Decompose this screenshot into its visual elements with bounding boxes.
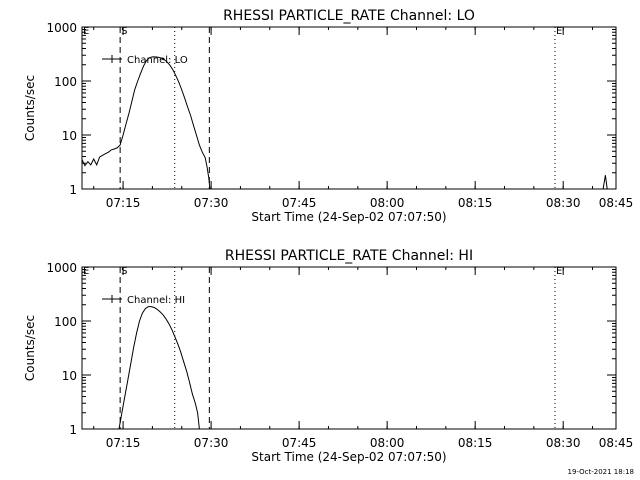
- panel-2-xtick-label: 07:30: [194, 436, 229, 450]
- panel-2-xtick-label: 07:45: [282, 436, 317, 450]
- panel-2-marker-label: E: [556, 266, 562, 277]
- panel-2-series-line-1: [118, 306, 200, 430]
- panel-2-ytick-label: 1: [69, 423, 77, 437]
- panel-1-xtick-label: 08:00: [370, 196, 405, 210]
- panel-1-ytick-label: 1000: [46, 21, 77, 35]
- panel-2-xtick-label: 08:00: [370, 436, 405, 450]
- panel-1-ylabel: Counts/sec: [23, 75, 37, 141]
- panel-1-legend-label: Channel: LO: [127, 55, 188, 66]
- panel-1-ytick-label: 1: [69, 183, 77, 197]
- panel-2-legend-label: Channel: HI: [127, 295, 185, 306]
- panel-1-edge-label: E: [83, 26, 89, 37]
- footer-timestamp: 19-Oct-2021 18:18: [567, 468, 634, 476]
- panel-1-ytick-label: 100: [54, 75, 77, 89]
- panel-1-xtick-label: 08:15: [458, 196, 493, 210]
- panel-2-xlabel: Start Time (24-Sep-02 07:07:50): [251, 450, 446, 464]
- panel-2-marker-label: S: [121, 266, 127, 277]
- panel-1-xlabel: Start Time (24-Sep-02 07:07:50): [251, 210, 446, 224]
- panel-1-axes-frame: [81, 26, 617, 190]
- panel-2-xtick-label: 08:15: [458, 436, 493, 450]
- panel-1-title: RHESSI PARTICLE_RATE Channel: LO: [223, 8, 475, 24]
- panel-2-xtick-label: 08:30: [546, 436, 581, 450]
- panel-2-ytick-label: 10: [62, 369, 77, 383]
- panel-1-xtick-label: 07:15: [106, 196, 141, 210]
- panel-2-xtick-label: 08:45: [599, 436, 634, 450]
- panel-1-xtick-label: 08:45: [599, 196, 634, 210]
- panel-2-ytick-label: 100: [54, 315, 77, 329]
- panel-2-xtick-label: 07:15: [106, 436, 141, 450]
- panel-1-marker-label: S: [121, 26, 127, 37]
- panel-2-axes-frame: [81, 266, 617, 430]
- panel-1-series-line-2: [602, 175, 608, 190]
- panel-2-ytick-label: 1000: [46, 261, 77, 275]
- panel-1-xtick-label: 07:30: [194, 196, 229, 210]
- panel-2-edge-label: E: [83, 266, 89, 277]
- panel-1-ytick-label: 10: [62, 129, 77, 143]
- panel-1-marker-label: E: [556, 26, 562, 37]
- panel-1-xtick-label: 08:30: [546, 196, 581, 210]
- panel-1-xtick-label: 07:45: [282, 196, 317, 210]
- panel-2-ylabel: Counts/sec: [23, 315, 37, 381]
- panel-1-series-line-1: [81, 56, 211, 190]
- panel-2-title: RHESSI PARTICLE_RATE Channel: HI: [225, 248, 473, 264]
